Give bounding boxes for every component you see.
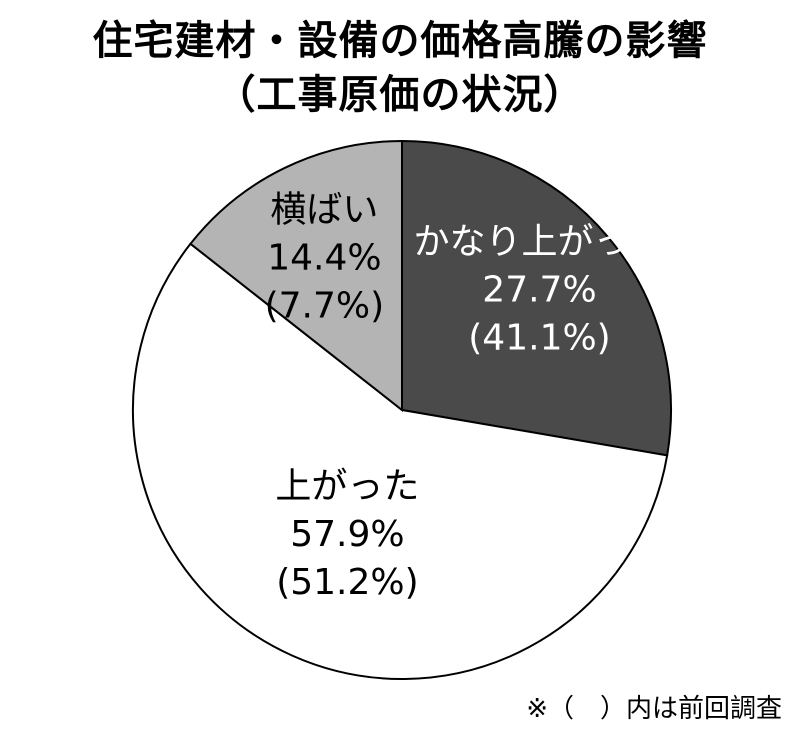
chart-title: 住宅建材・設備の価格高騰の影響 (92, 18, 708, 64)
slice-value-2: 57.9% (290, 514, 404, 555)
slice-label-1: かなり上がった (413, 221, 665, 262)
slice-value-3: 14.4% (267, 237, 381, 278)
pie-slice-1 (401, 139, 672, 457)
chart-subtitle: （工事原価の状況） (215, 72, 585, 118)
pie-slice-3 (189, 139, 403, 413)
slice-previous-2: (51.2%) (276, 562, 418, 603)
slice-label-3: 横ばい (270, 189, 378, 230)
slice-value-1: 27.7% (482, 269, 596, 310)
pie-slice-2 (132, 242, 669, 680)
slice-label-2: 上がった (275, 466, 419, 507)
footnote: ※（ ）内は前回調査 (526, 694, 782, 724)
slice-previous-1: (41.1%) (468, 317, 610, 358)
slice-previous-3: (7.7%) (265, 285, 385, 326)
